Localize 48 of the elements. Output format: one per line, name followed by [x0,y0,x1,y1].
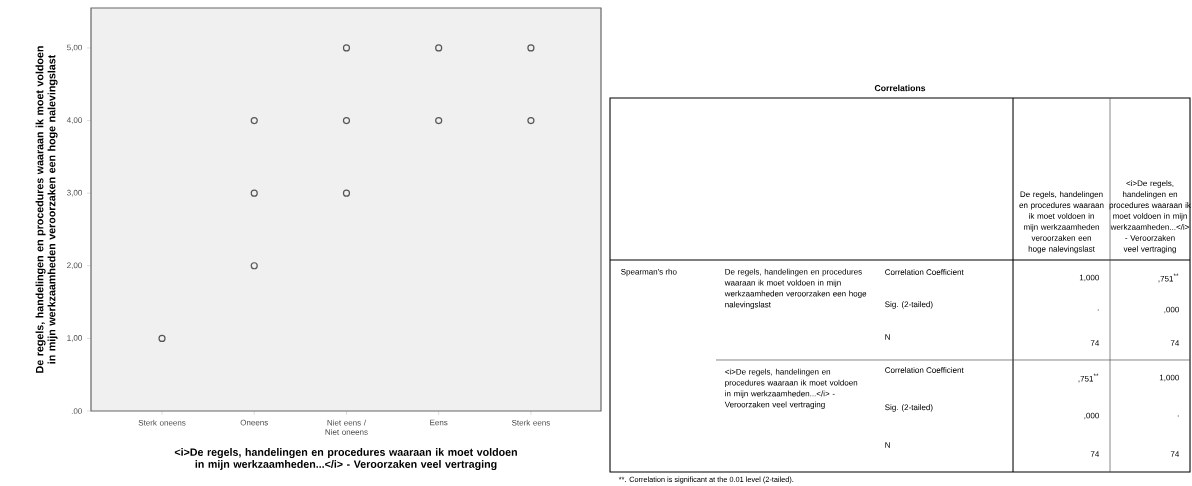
x-tick-label: Eens [430,419,448,426]
y-tick-label: 4,00 [66,117,82,124]
point [342,116,351,125]
text: . [1097,309,1099,311]
text: ,751$^{**}$ [1158,273,1179,283]
y-tick-label: 1,00 [67,335,82,342]
text: ,000 [1164,306,1179,314]
x-tick-label: Oneens [240,419,268,426]
text: Correlation Coefficient [885,269,964,275]
point [342,189,351,197]
text: <i>De regels, handelingen en procedures waaraan ik moet voldoen in mijn werkzaamheden...</i> - Veroorzaken veel vertraging [724,368,858,409]
text: De regels, handelingen en procedures waaraan ik moet voldoen in mijn werkzaamheden veroorzaken een hoge nalevingslast [724,268,867,309]
text: De regels, handelingen en procedures waaraan ik moet voldoen in mijn werkzaamheden veroorzaken een hoge nalevingslast [1019,191,1104,254]
y-tick-label: .00 [71,408,82,414]
point [250,189,258,197]
text: ,000 [1084,412,1099,420]
text: 74 [1090,451,1100,457]
text: Spearman's rho [621,268,677,277]
x-tick-label: Sterk eens [511,419,550,426]
point [435,116,443,125]
text: 74 [1170,451,1180,457]
text: Correlations [874,84,926,92]
text: Sig. (2-tailed) [885,301,933,309]
text: <i>De regels, handelingen en procedures waaraan ik moet voldoen in mijn werkzaamheden...</i> - Veroorzaken veel vertraging [1109,180,1191,254]
point [158,334,166,342]
y-tick-label: 3,00 [67,189,82,197]
text: 1,000 [1159,374,1179,382]
point [342,44,351,52]
text: . [1177,415,1179,417]
text: N [885,334,890,340]
text: N [885,442,890,448]
y-axis-title: De regels, handelingen en procedures waaraan ik moet voldoen in mijn werkzaamheden veroorzaken een hoge nalevingslast [35,46,58,373]
y-tick-label: 2,00 [67,262,82,270]
text: ,751$^{**}$ [1078,373,1099,383]
point [527,116,535,125]
text: 1,000 [1079,274,1099,282]
text: 74 [1170,340,1180,346]
y-tick-label: 5,00 [67,44,82,52]
text: Sig. (2-tailed) [885,404,933,412]
point [250,262,258,270]
x-tick-label: Sterk oneens [138,419,186,426]
text: 74 [1090,340,1100,346]
point [435,44,443,52]
point [250,116,258,125]
point [527,44,535,52]
x-tick-label: Niet eens / Niet oneens [325,419,368,435]
text: Correlation Coefficient [885,367,964,373]
x-axis-title: <i>De regels, handelingen en procedures waaraan ik moet voldoen in mijn werkzaamheden...</i> - Veroorzaken veel vertraging [174,448,517,471]
